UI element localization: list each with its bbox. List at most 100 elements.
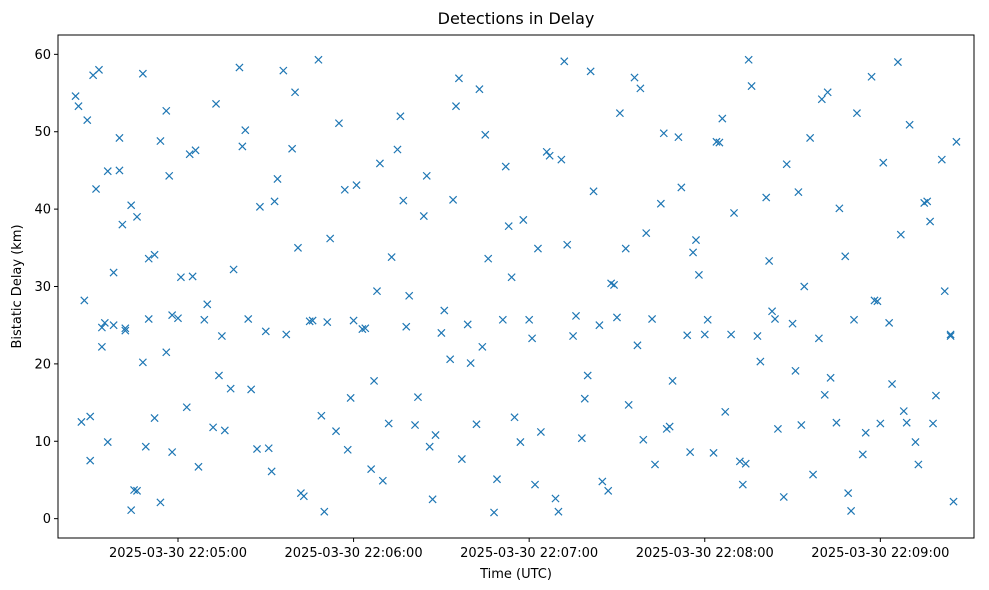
data-point: [372, 287, 382, 296]
data-point: [209, 423, 218, 432]
data-point: [586, 67, 595, 76]
data-point: [630, 73, 639, 82]
data-point: [367, 465, 376, 474]
data-point: [694, 270, 703, 279]
data-point: [580, 394, 589, 403]
data-point: [156, 136, 165, 146]
data-point: [244, 314, 253, 324]
data-point: [349, 316, 358, 325]
data-point: [226, 384, 235, 393]
data-point: [103, 438, 112, 447]
data-point: [542, 147, 551, 156]
data-point: [525, 315, 534, 324]
data-point: [683, 331, 692, 340]
data-point: [238, 142, 247, 151]
data-point: [610, 280, 619, 289]
data-point: [914, 460, 923, 469]
data-point: [185, 150, 194, 159]
data-point: [217, 332, 226, 341]
data-point: [127, 506, 136, 515]
data-point: [911, 438, 920, 447]
data-point: [405, 291, 414, 300]
data-point: [86, 412, 95, 421]
y-axis: 0 10 20 30 40 50 60: [34, 48, 58, 527]
data-point: [569, 332, 578, 341]
data-point: [744, 55, 753, 64]
data-point: [598, 477, 607, 486]
x-tick-label: 2025-03-30 22:05:00: [109, 546, 247, 561]
data-point: [466, 359, 475, 368]
data-point: [387, 253, 396, 262]
data-point: [273, 174, 282, 183]
data-point: [331, 427, 341, 436]
data-point: [952, 137, 961, 146]
data-point: [879, 158, 888, 167]
data-point: [718, 114, 727, 123]
data-point: [624, 400, 633, 409]
data-point: [370, 376, 379, 385]
data-point: [595, 321, 604, 330]
data-point: [323, 318, 332, 327]
data-point: [431, 431, 440, 440]
data-point: [923, 197, 932, 206]
data-point: [791, 366, 800, 375]
data-point: [662, 424, 671, 433]
data-point: [115, 166, 124, 175]
x-axis-label: Time (UTC): [479, 567, 552, 582]
data-point: [97, 342, 106, 351]
data-point: [510, 413, 519, 422]
data-point: [741, 459, 750, 468]
data-point: [849, 315, 859, 324]
data-point: [551, 494, 560, 503]
data-point: [109, 321, 118, 330]
data-point: [343, 445, 352, 454]
data-point: [577, 434, 586, 443]
y-axis-label: Bistatic Delay (km): [10, 224, 25, 348]
data-point: [893, 58, 902, 67]
data-point: [150, 250, 159, 259]
data-point: [132, 212, 142, 221]
data-point: [621, 244, 630, 253]
data-point: [615, 109, 624, 118]
data-point: [83, 116, 92, 125]
data-point: [715, 138, 724, 147]
data-point: [229, 265, 238, 274]
data-point: [809, 470, 818, 479]
data-point: [858, 450, 867, 459]
data-point: [156, 498, 165, 507]
data-point: [668, 376, 677, 385]
data-point: [411, 420, 420, 430]
data-point: [305, 317, 314, 326]
data-point: [557, 155, 566, 164]
y-tick-label: 40: [34, 203, 51, 218]
data-point: [176, 273, 185, 282]
data-point: [282, 330, 291, 339]
data-point: [648, 314, 657, 324]
data-point: [545, 151, 554, 160]
data-point: [832, 418, 841, 427]
data-point: [756, 357, 765, 366]
data-point: [173, 314, 183, 323]
data-point: [375, 159, 384, 168]
data-point: [612, 313, 621, 322]
data-point: [220, 426, 229, 435]
data-point: [768, 307, 777, 316]
data-point: [820, 390, 829, 399]
data-point: [168, 448, 177, 457]
data-point: [516, 438, 525, 447]
data-point: [814, 334, 823, 343]
data-point: [823, 88, 832, 97]
data-point: [203, 300, 212, 309]
data-point: [700, 330, 709, 339]
data-point: [144, 314, 153, 324]
y-tick-label: 60: [34, 48, 51, 63]
data-point: [788, 319, 797, 328]
data-point: [806, 133, 815, 142]
data-point: [762, 193, 771, 202]
data-point: [674, 133, 683, 142]
data-point: [876, 419, 885, 428]
data-point: [74, 102, 83, 111]
data-point: [504, 222, 513, 231]
data-point: [490, 508, 499, 517]
